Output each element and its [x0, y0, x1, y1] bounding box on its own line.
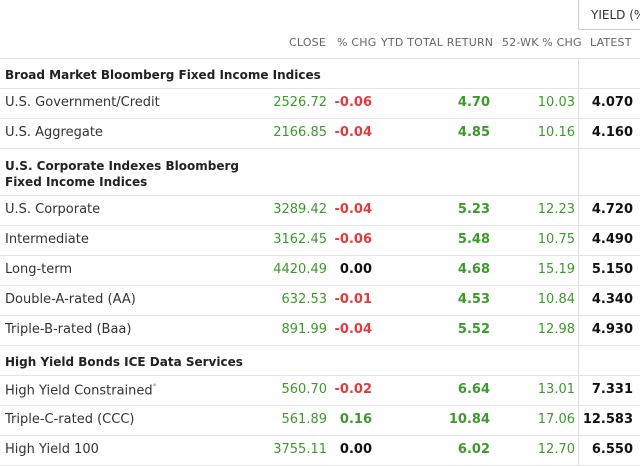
pct-chg-value: 0.16 — [339, 412, 372, 427]
table-row[interactable]: Intermediate 3162.45 -0.06 5.48 10.75 4.… — [0, 226, 640, 256]
close-value: 2166.85 — [273, 125, 327, 140]
index-name: High Yield Constrained* — [5, 382, 157, 398]
section-title: U.S. Corporate Indexes Bloomberg Fixed I… — [5, 159, 239, 189]
yield-latest-value: 4.340 — [591, 292, 633, 307]
wk52-value: 10.75 — [537, 232, 575, 247]
ytd-value: 4.85 — [457, 125, 490, 140]
table-row[interactable]: Triple-B-rated (Baa) 891.99 -0.04 5.52 1… — [0, 316, 640, 346]
wk52-value: 15.19 — [537, 262, 575, 277]
wk52-value: 17.06 — [537, 412, 575, 427]
yield-latest-value: 4.490 — [591, 232, 633, 247]
table-row[interactable]: High Yield Constrained* 560.70 -0.02 6.6… — [0, 376, 640, 406]
yield-latest-value: 4.070 — [591, 95, 633, 110]
pct-chg-value: -0.02 — [334, 382, 372, 397]
pct-chg-value: -0.01 — [334, 292, 372, 307]
yield-latest-value: 7.331 — [591, 382, 633, 397]
close-value: 891.99 — [281, 322, 328, 337]
section-title: High Yield Bonds ICE Data Services — [5, 355, 243, 369]
index-name: Long-term — [5, 262, 73, 277]
close-value: 3289.42 — [273, 202, 327, 217]
ytd-value: 4.53 — [457, 292, 490, 307]
ytd-value: 5.23 — [457, 202, 490, 217]
column-header-ytd-total-return: YTD TOTAL RETURN — [381, 36, 494, 49]
footnote-marker: * — [152, 382, 157, 391]
ytd-value: 4.68 — [457, 262, 490, 277]
index-name: High Yield 100 — [5, 442, 99, 457]
index-name: Triple-C-rated (CCC) — [5, 412, 135, 427]
wk52-value: 10.03 — [537, 95, 575, 110]
yield-column-group-header: YIELD (%) — [578, 0, 640, 30]
section-header: Broad Market Bloomberg Fixed Income Indi… — [0, 59, 640, 89]
pct-chg-value: 0.00 — [339, 262, 372, 277]
column-header-row: CLOSE % CHG YTD TOTAL RETURN 52-WK % CHG… — [0, 28, 640, 59]
close-value: 2526.72 — [273, 95, 327, 110]
close-value: 4420.49 — [273, 262, 327, 277]
table-row[interactable]: Long-term 4420.49 0.00 4.68 15.19 5.150 — [0, 256, 640, 286]
pct-chg-value: -0.04 — [334, 322, 372, 337]
wk52-value: 10.84 — [537, 292, 575, 307]
close-value: 3162.45 — [273, 232, 327, 247]
table-row[interactable]: U.S. Government/Credit 2526.72 -0.06 4.7… — [0, 89, 640, 119]
pct-chg-value: 0.00 — [339, 442, 372, 457]
yield-latest-value: 4.720 — [591, 202, 633, 217]
index-name: U.S. Corporate — [5, 202, 101, 217]
section-header: High Yield Bonds ICE Data Services — [0, 346, 640, 376]
section-title: Broad Market Bloomberg Fixed Income Indi… — [5, 68, 321, 82]
section-header: U.S. Corporate Indexes Bloomberg Fixed I… — [0, 149, 640, 196]
close-value: 3755.11 — [273, 442, 327, 457]
index-name: U.S. Aggregate — [5, 125, 103, 140]
table-row[interactable]: Double-A-rated (AA) 632.53 -0.01 4.53 10… — [0, 286, 640, 316]
table-row[interactable]: High Yield 100 3755.11 0.00 6.02 12.70 6… — [0, 436, 640, 466]
yield-latest-value: 4.160 — [591, 125, 633, 140]
wk52-value: 10.16 — [537, 125, 575, 140]
index-name: Triple-B-rated (Baa) — [5, 322, 132, 337]
wk52-value: 12.23 — [537, 202, 575, 217]
wk52-value: 13.01 — [537, 382, 575, 397]
ytd-value: 5.48 — [457, 232, 490, 247]
wk52-value: 12.98 — [537, 322, 575, 337]
table-row[interactable]: U.S. Corporate 3289.42 -0.04 5.23 12.23 … — [0, 196, 640, 226]
ytd-value: 6.02 — [457, 442, 490, 457]
ytd-value: 4.70 — [457, 95, 490, 110]
ytd-value: 10.84 — [448, 412, 490, 427]
yield-latest-value: 6.550 — [591, 442, 633, 457]
index-name-text: High Yield Constrained — [5, 383, 153, 399]
index-name: Double-A-rated (AA) — [5, 292, 136, 307]
table-row[interactable]: Triple-C-rated (CCC) 561.89 0.16 10.84 1… — [0, 406, 640, 436]
column-header-pct-chg: % CHG — [337, 36, 377, 49]
pct-chg-value: -0.04 — [334, 125, 372, 140]
close-value: 561.89 — [281, 412, 328, 427]
yield-latest-value: 4.930 — [591, 322, 633, 337]
column-header-latest: LATEST — [590, 36, 632, 49]
yield-latest-value: 12.583 — [582, 412, 633, 427]
ytd-value: 6.64 — [457, 382, 490, 397]
yield-column-divider — [578, 58, 579, 465]
close-value: 560.70 — [281, 382, 328, 397]
table-row[interactable]: U.S. Aggregate 2166.85 -0.04 4.85 10.16 … — [0, 119, 640, 149]
close-value: 632.53 — [281, 292, 328, 307]
pct-chg-value: -0.04 — [334, 202, 372, 217]
yield-latest-value: 5.150 — [591, 262, 633, 277]
ytd-value: 5.52 — [457, 322, 490, 337]
pct-chg-value: -0.06 — [334, 232, 372, 247]
index-name: Intermediate — [5, 232, 89, 247]
column-header-close: CLOSE — [289, 36, 327, 49]
pct-chg-value: -0.06 — [334, 95, 372, 110]
column-header-52wk-pct-chg: 52-WK % CHG — [502, 36, 582, 49]
index-name: U.S. Government/Credit — [5, 95, 160, 110]
wk52-value: 12.70 — [537, 442, 575, 457]
